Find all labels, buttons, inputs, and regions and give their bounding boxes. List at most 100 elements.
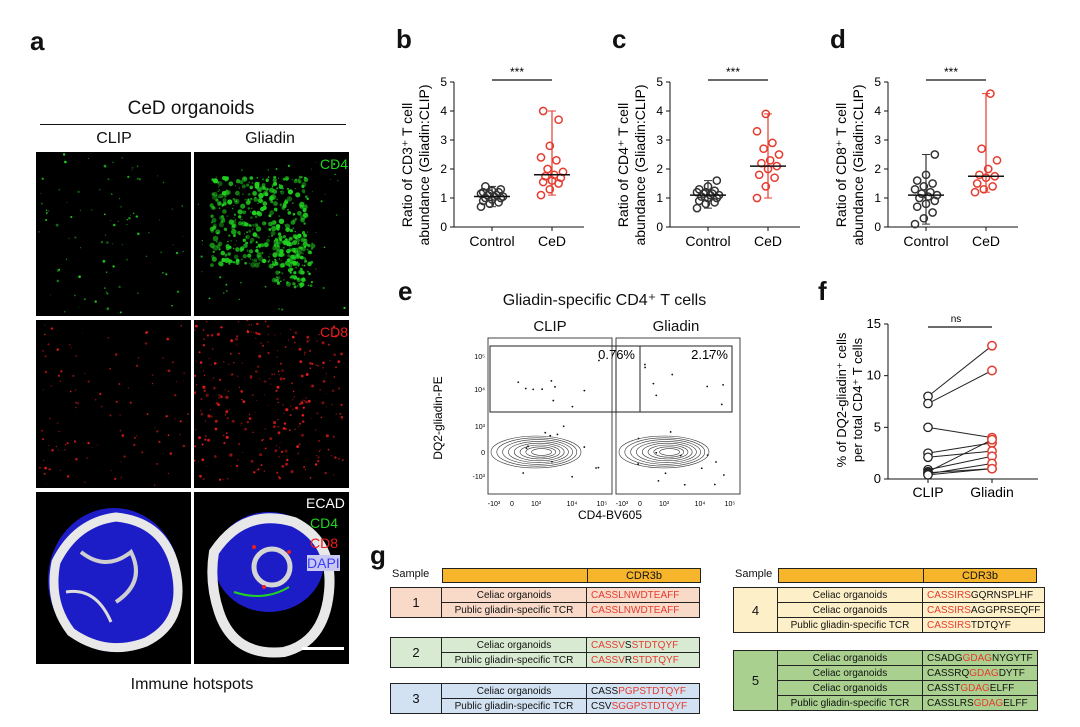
cdr3b-sequence: CASSIRSGQRNSPLHF <box>921 587 1046 603</box>
flow-x-tick: 0 <box>638 501 642 508</box>
density-contour <box>618 435 710 469</box>
micrograph-gliadin-cd4 <box>194 152 349 316</box>
sequence-segment: CSV <box>591 700 612 712</box>
density-contour <box>647 444 689 460</box>
sequence-segment: AGGPRSEQFF <box>970 604 1041 616</box>
table-row: Public gliadin-specific TCR CSVSGGPSTDTQY… <box>391 698 700 714</box>
data-point-gliadin <box>987 365 997 376</box>
y-tick-label: 0 <box>874 471 881 486</box>
data-point-clip <box>923 422 933 433</box>
source-cell: Celiac organoids <box>441 587 587 603</box>
data-point <box>910 184 920 194</box>
title-divider <box>40 124 346 125</box>
cdr3b-sequence: CASSIRSAGGPRSEQFF <box>921 602 1046 618</box>
y-tick-label: 5 <box>874 419 881 434</box>
data-point <box>774 150 784 159</box>
micrograph-gliadin-cd8 <box>194 320 349 488</box>
y-tick-label: 0 <box>440 220 447 234</box>
source-cell: Celiac organoids <box>441 683 587 699</box>
event-dot <box>597 466 600 469</box>
shared-motif: GDAG <box>962 652 993 664</box>
event-dot <box>657 479 660 482</box>
ylabel-c-line2: abundance (Gliadin:CLIP) <box>632 84 648 245</box>
sig-b: *** <box>510 65 524 79</box>
density-contour <box>659 448 680 456</box>
shared-motif: STDTQYF <box>632 654 679 666</box>
x-tick-label: CeD <box>538 233 566 249</box>
event-dot <box>524 387 527 390</box>
event-dot <box>522 472 525 474</box>
flow-plot-frame <box>615 337 741 495</box>
data-point <box>919 182 929 191</box>
event-dot <box>669 431 672 433</box>
sequence-segment: CSADG <box>927 652 963 664</box>
cdr3b-header: CDR3b <box>587 568 701 583</box>
flow-x-tick: -10³ <box>616 501 629 508</box>
table-row: Celiac organoids CASSTGDAGELFF <box>734 680 1038 696</box>
panel-c-letter: c <box>612 24 627 54</box>
event-dot <box>525 447 528 450</box>
gate-value-clip: 0.76% <box>598 347 635 362</box>
ylabel-d-line1: Ratio of CD8⁺ T cell <box>833 103 849 227</box>
panel-g-letter: g <box>370 540 386 570</box>
sequence-segment: GQRNSPLHF <box>970 589 1034 601</box>
pair-line <box>927 463 993 475</box>
table-row: Public gliadin-specific TCR CASSLNWDTEAFF <box>391 602 700 618</box>
cdr3b-sequence: CSVSGGPSTDTQYF <box>586 698 700 714</box>
y-tick-label: 5 <box>656 75 663 89</box>
density-contour <box>490 435 582 469</box>
data-point <box>496 184 506 194</box>
data-point <box>921 170 931 180</box>
shared-motif: S <box>611 700 619 712</box>
x-tick-label: CeD <box>754 233 782 249</box>
event-dot <box>700 467 703 470</box>
sequence-segment: TDTQYF <box>970 619 1011 631</box>
sequence-segment: DYTF <box>998 667 1025 679</box>
data-point <box>694 184 704 194</box>
source-cell: Public gliadin-specific TCR <box>777 695 923 711</box>
table-row: 1 Celiac organoids CASSLNWDTEAFF <box>390 587 700 618</box>
data-point <box>919 213 929 223</box>
event-dot <box>644 366 646 369</box>
event-dot <box>709 354 712 357</box>
panel-b-letter: b <box>396 24 412 54</box>
data-point <box>536 190 546 200</box>
micrograph-gliadin-merge <box>194 492 349 664</box>
gate-value-gliadin: 2.17% <box>691 347 728 362</box>
table-row: Public gliadin-specific TCR CASSLRSGDAGEL… <box>734 695 1038 711</box>
sample-group-4: 4 Celiac organoids CASSIRSGQRNSPLHF Celiac … <box>733 587 1046 633</box>
shared-motif: CASSV <box>591 654 625 666</box>
col-label-clip: CLIP <box>96 130 132 147</box>
table-row: 5 Celiac organoids CSADGGDAGNYGYTF <box>733 650 1038 711</box>
data-point <box>928 208 937 217</box>
flow-ylabel: DQ2-gliadin-PE <box>431 376 445 459</box>
source-cell: Celiac organoids <box>441 637 587 653</box>
flow-label-clip: CLIP <box>533 318 567 335</box>
data-point <box>979 184 989 194</box>
y-tick-label: 2 <box>440 162 447 176</box>
y-tick-label: 4 <box>874 104 881 118</box>
y-tick-label: 1 <box>874 191 881 205</box>
event-dot <box>556 433 559 436</box>
data-point <box>988 182 997 191</box>
event-dot <box>571 405 574 408</box>
sequence-segment: CASS <box>591 685 619 697</box>
event-dot <box>550 379 553 382</box>
shared-motif: CASSLNWDTEAFF <box>591 589 680 601</box>
event-dot <box>583 446 586 448</box>
data-point <box>912 176 922 185</box>
pair-line <box>927 468 993 476</box>
data-point <box>761 109 771 119</box>
cdr3b-sequence: CASSPGPSTDTQYF <box>586 683 700 699</box>
flow-label-gliadin: Gliadin <box>652 318 700 335</box>
sample-number: 3 <box>390 683 442 714</box>
shared-motif: GGPSTDTQYF <box>618 700 688 712</box>
data-point <box>759 144 768 154</box>
data-point <box>986 89 995 98</box>
density-contour <box>653 446 685 458</box>
flow-x-tick: 10⁵ <box>597 501 608 508</box>
sequence-segment: ELFF <box>1003 697 1028 709</box>
data-point <box>972 179 982 188</box>
event-dot <box>554 385 556 388</box>
label-cd8-merge: CD8 <box>310 535 339 551</box>
